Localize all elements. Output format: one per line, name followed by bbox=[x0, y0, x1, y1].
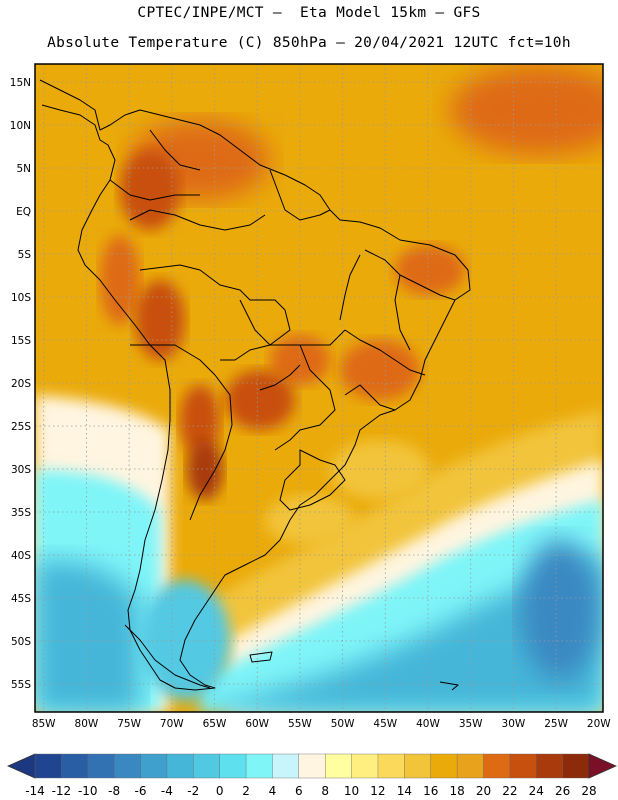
colorbar-cell bbox=[351, 753, 379, 779]
colorbar-tick-label: -6 bbox=[135, 784, 147, 798]
colorbar-tick-label: 10 bbox=[344, 784, 359, 798]
colorbar-cell bbox=[219, 753, 247, 779]
colorbar-tick-label: 18 bbox=[449, 784, 464, 798]
colorbar-tick-label: 20 bbox=[476, 784, 491, 798]
colorbar-cell bbox=[140, 753, 168, 779]
lat-label: 50S bbox=[11, 636, 31, 648]
colorbar-cell bbox=[87, 753, 115, 779]
lat-label: 20S bbox=[11, 378, 31, 390]
lat-label: 55S bbox=[11, 679, 31, 691]
latitude-labels: 15N 10N 5N EQ 5S 10S 15S 20S 25S 30S 35S… bbox=[10, 77, 32, 691]
colorbar-tick-label: -10 bbox=[78, 784, 98, 798]
colorbar-cell bbox=[536, 753, 564, 779]
lat-label: 30S bbox=[11, 464, 31, 476]
colorbar-tick-label: 12 bbox=[370, 784, 385, 798]
colorbar: -14 -12 -10 -8 -6 -4 -2 0 2 4 6 8 10 12 14 16 18 20 22 24 26… bbox=[7, 753, 617, 798]
lon-label: 75W bbox=[117, 718, 141, 730]
lon-label: 65W bbox=[203, 718, 227, 730]
colorbar-cell bbox=[430, 753, 458, 779]
map-title-line2: Absolute Temperature (C) 850hPa – 20/04/… bbox=[47, 35, 571, 51]
lat-label: 25S bbox=[11, 421, 31, 433]
colorbar-cell bbox=[113, 753, 142, 779]
colorbar-cell bbox=[166, 753, 194, 779]
colorbar-cell bbox=[193, 753, 221, 779]
temperature-field bbox=[35, 64, 603, 712]
colorbar-high-arrow bbox=[588, 753, 617, 779]
colorbar-cell bbox=[61, 753, 89, 779]
colorbar-tick-label: -4 bbox=[161, 784, 173, 798]
lat-label: 15N bbox=[10, 77, 31, 89]
colorbar-tick-label: -2 bbox=[187, 784, 199, 798]
lat-label: 10S bbox=[11, 292, 31, 304]
colorbar-cells bbox=[34, 753, 590, 779]
colorbar-tick-label: 0 bbox=[216, 784, 224, 798]
lon-label: 50W bbox=[331, 718, 355, 730]
colorbar-tick-label: 26 bbox=[555, 784, 570, 798]
colorbar-cell bbox=[245, 753, 273, 779]
colorbar-tick-label: -12 bbox=[52, 784, 72, 798]
lon-label: 70W bbox=[160, 718, 184, 730]
lat-label: 15S bbox=[11, 335, 31, 347]
lat-label: 5S bbox=[18, 249, 32, 261]
lon-label: 85W bbox=[32, 718, 56, 730]
coastlines-and-borders bbox=[39, 79, 471, 691]
map-title-line1: CPTEC/INPE/MCT – Eta Model 15km – GFS bbox=[137, 5, 481, 21]
colorbar-cell bbox=[272, 753, 300, 779]
map-frame bbox=[34, 63, 604, 713]
colorbar-cell bbox=[456, 753, 484, 779]
lat-label: 35S bbox=[11, 507, 31, 519]
colorbar-cell bbox=[404, 753, 432, 779]
colorbar-tick-label: 28 bbox=[581, 784, 596, 798]
lat-label: 45S bbox=[11, 593, 31, 605]
colorbar-cell bbox=[324, 753, 353, 779]
lon-label: 40W bbox=[416, 718, 440, 730]
lon-label: 80W bbox=[75, 718, 99, 730]
colorbar-tick-label: -14 bbox=[25, 784, 45, 798]
lon-label: 25W bbox=[544, 718, 568, 730]
colorbar-cell bbox=[509, 753, 537, 779]
lat-label: 10N bbox=[10, 120, 31, 132]
colorbar-tick-label: 24 bbox=[529, 784, 544, 798]
lon-label: 55W bbox=[288, 718, 312, 730]
colorbar-tick-label: 22 bbox=[502, 784, 517, 798]
colorbar-cell bbox=[34, 753, 62, 779]
colorbar-cell bbox=[377, 753, 405, 779]
colorbar-tick-label: -8 bbox=[108, 784, 120, 798]
lat-label: 40S bbox=[11, 550, 31, 562]
lon-label: 30W bbox=[502, 718, 526, 730]
colorbar-low-arrow bbox=[7, 753, 36, 779]
longitude-labels: 85W 80W 75W 70W 65W 60W 55W 50W 45W 40W … bbox=[32, 718, 611, 730]
colorbar-tick-label: 14 bbox=[397, 784, 412, 798]
colorbar-tick-label: 2 bbox=[242, 784, 250, 798]
colorbar-labels: -14 -12 -10 -8 -6 -4 -2 0 2 4 6 8 10 12 14 16 18 20 22 24 26… bbox=[25, 784, 596, 798]
colorbar-cell bbox=[483, 753, 511, 779]
lat-label: 5N bbox=[16, 163, 31, 175]
colorbar-tick-label: 6 bbox=[295, 784, 303, 798]
lat-label: EQ bbox=[16, 206, 31, 218]
lon-label: 45W bbox=[373, 718, 397, 730]
lon-label: 60W bbox=[245, 718, 269, 730]
lon-label: 20W bbox=[587, 718, 611, 730]
colorbar-tick-label: 16 bbox=[423, 784, 438, 798]
graticule bbox=[35, 64, 603, 712]
colorbar-tick-label: 4 bbox=[269, 784, 277, 798]
colorbar-tick-label: 8 bbox=[321, 784, 329, 798]
colorbar-cell bbox=[562, 753, 590, 779]
colorbar-cell bbox=[298, 753, 326, 779]
lon-label: 35W bbox=[459, 718, 483, 730]
